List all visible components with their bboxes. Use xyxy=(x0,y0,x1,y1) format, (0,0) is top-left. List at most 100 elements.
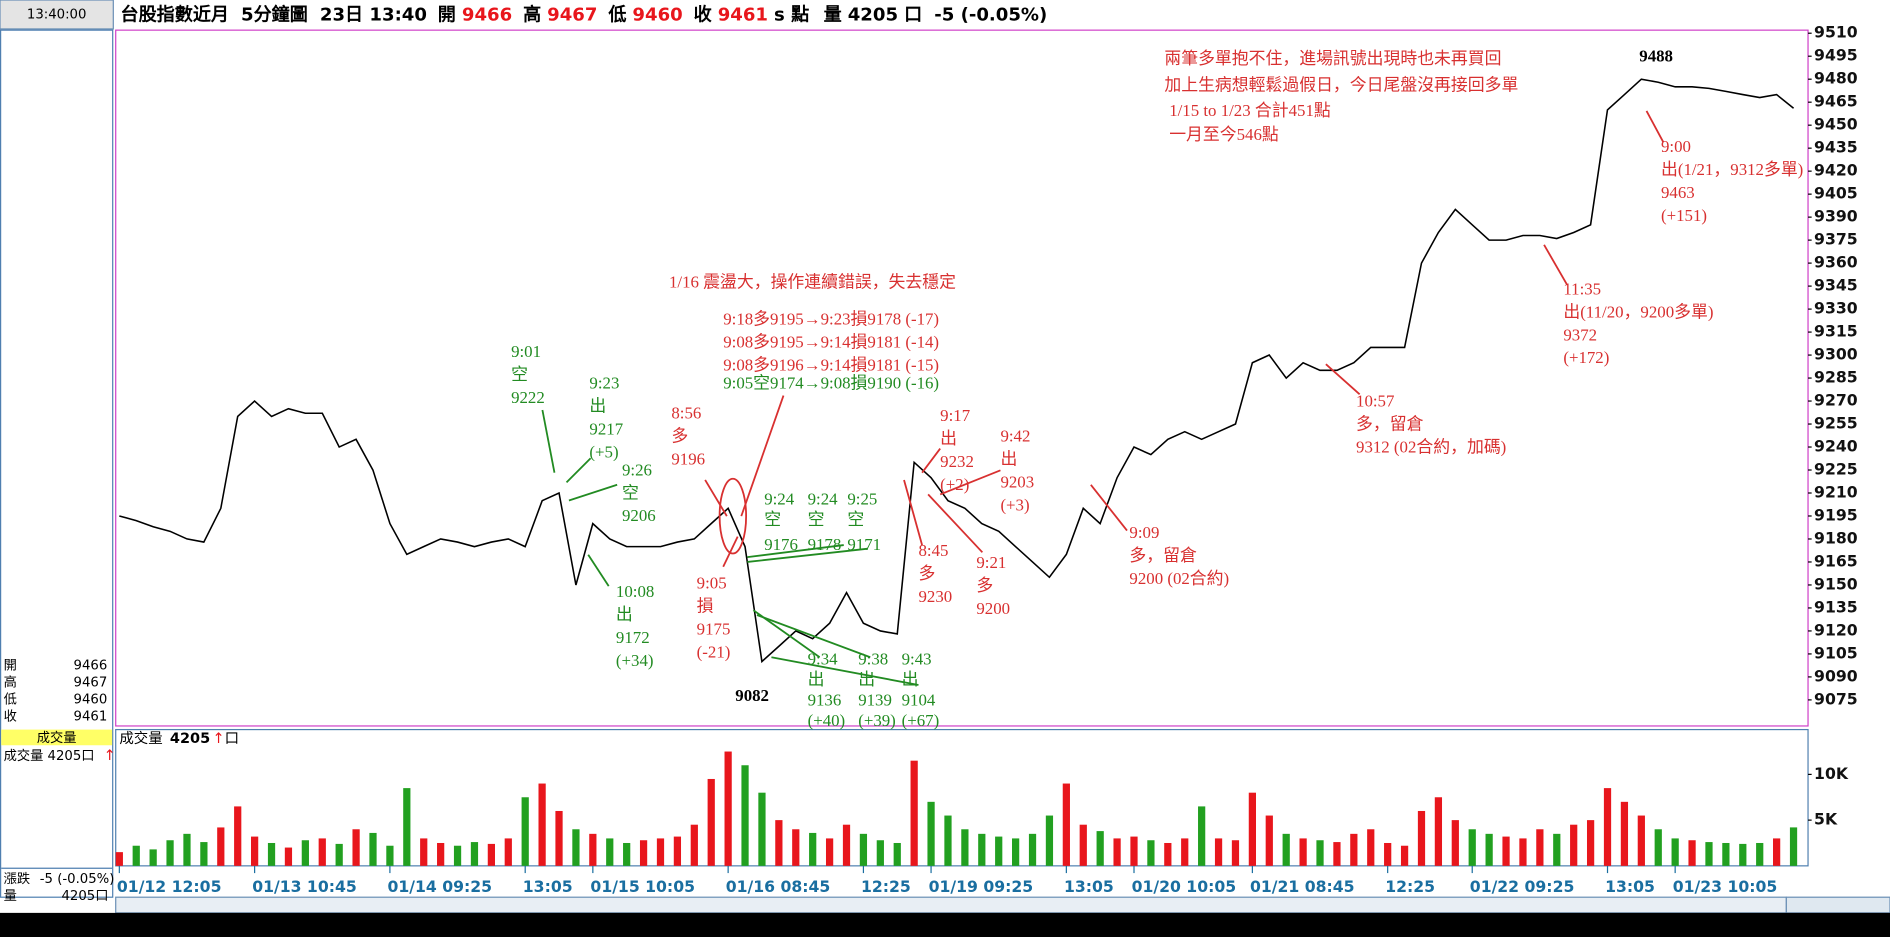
annotation: 9:17 xyxy=(940,406,970,425)
volume-bar xyxy=(1282,833,1290,866)
volume-bar xyxy=(1536,829,1544,866)
highlight-circle xyxy=(718,477,748,555)
volume-bar xyxy=(1654,829,1662,866)
annotation: 9:05空9174→9:08損9190 (-16) xyxy=(723,374,939,393)
annotation: 加上生病想輕鬆過假日，今日尾盤沒再接回多單 xyxy=(1164,75,1518,95)
volume-bar xyxy=(386,845,394,866)
volume-bar xyxy=(1231,840,1240,866)
annotation: (+3) xyxy=(1000,495,1029,514)
y-tick-label: 9405 xyxy=(1814,184,1858,203)
side-value: 9461 xyxy=(74,709,108,724)
volume-bar xyxy=(775,820,783,866)
y-tick-label: 9375 xyxy=(1814,230,1858,249)
volume-bar xyxy=(825,838,834,866)
volume-bar xyxy=(1198,806,1206,866)
leader-line xyxy=(722,536,739,568)
price-panel xyxy=(115,29,1809,727)
volume-bar xyxy=(1620,801,1629,866)
volume-bar xyxy=(115,852,123,866)
up-arrow: ↑ xyxy=(104,748,116,764)
volume-bar xyxy=(1789,827,1798,866)
volume-bar xyxy=(1400,845,1409,866)
volume-bar xyxy=(893,842,901,866)
x-tick-label: 01/16 08:45 xyxy=(726,877,831,896)
volume-bar xyxy=(1028,833,1037,866)
volume-bar xyxy=(1113,838,1121,866)
annotation: 多，留倉 xyxy=(1356,415,1424,434)
volume-bar xyxy=(1333,842,1341,866)
leader-line xyxy=(939,469,1001,496)
x-tick-label: 01/22 09:25 xyxy=(1470,877,1575,896)
annotation: (+40) xyxy=(808,711,846,730)
header-item: 9461 xyxy=(718,5,768,26)
volume-bar xyxy=(809,832,817,866)
volume-bar xyxy=(978,833,986,866)
clock: 13:40:00 xyxy=(27,7,87,22)
volume-bar xyxy=(1079,824,1087,866)
annotation: 8:45 xyxy=(918,541,948,560)
volume-bar xyxy=(1130,836,1138,866)
volume-bar xyxy=(504,838,512,866)
leader-line xyxy=(565,457,592,484)
annotation: 8:56 xyxy=(671,404,701,423)
leader-line xyxy=(1543,244,1568,286)
annotation: 9:24 xyxy=(764,489,795,508)
volume-bar xyxy=(876,840,884,866)
x-tick-label: 01/14 09:25 xyxy=(387,877,492,896)
volume-bar xyxy=(606,838,614,866)
volume-unit: 口 xyxy=(225,731,239,747)
price-line xyxy=(119,78,1795,664)
x-tick-label: 01/15 10:05 xyxy=(590,877,695,896)
annotation: 出(1/21，9312多單) xyxy=(1661,160,1803,179)
annotation: 空 xyxy=(808,510,825,529)
annotation: 9:25 xyxy=(847,489,877,508)
volume-bar xyxy=(301,840,309,866)
y-tick-label: 9435 xyxy=(1814,138,1858,157)
scrollbar[interactable] xyxy=(115,896,1787,914)
volume-bar xyxy=(200,842,208,866)
volume-bar xyxy=(352,829,360,866)
leader-line xyxy=(541,409,556,473)
x-tick-label: 13:05 xyxy=(1064,877,1114,896)
annotation: 出 xyxy=(808,670,825,689)
toolbar-icons[interactable] xyxy=(1785,896,1890,914)
leader-line xyxy=(568,483,618,502)
annotation: 9:09 xyxy=(1129,523,1159,542)
volume-bar xyxy=(453,845,462,866)
side-label: 收 xyxy=(4,708,17,724)
volume-bar xyxy=(1637,815,1645,866)
volume-bar xyxy=(1265,815,1273,866)
y-tick-label: 9075 xyxy=(1814,689,1858,708)
y-tick-label: 9450 xyxy=(1814,115,1858,134)
volume-bar xyxy=(572,829,580,866)
volume-bar xyxy=(1434,797,1443,866)
volume-label: 成交量 xyxy=(119,729,162,747)
y-tick-label: 9210 xyxy=(1814,483,1858,502)
annotation: 空 xyxy=(764,510,781,529)
volume-bar xyxy=(1045,815,1054,866)
header-item: 9460 xyxy=(632,5,682,26)
leader-line xyxy=(740,395,785,517)
volume-bar xyxy=(927,801,935,866)
y-tick-label: 9135 xyxy=(1814,597,1858,616)
y-tick-label: 9465 xyxy=(1814,92,1858,111)
volume-bar xyxy=(1773,838,1781,866)
header-item: 台股指數近月 xyxy=(121,4,229,26)
volume-bar xyxy=(538,783,546,866)
volume-bar xyxy=(1096,831,1104,866)
x-tick-label: 01/19 09:25 xyxy=(929,877,1034,896)
y-tick-label: 9285 xyxy=(1814,368,1858,387)
y-tick-label: 9360 xyxy=(1814,253,1858,272)
y-tick-label: 9390 xyxy=(1814,207,1858,226)
x-tick-label: 01/13 10:45 xyxy=(252,877,357,896)
annotation: 一月至今546點 xyxy=(1169,125,1279,144)
header-item: 口 xyxy=(904,5,922,26)
volume-bar xyxy=(251,836,259,866)
x-tick-label: 01/20 10:05 xyxy=(1132,877,1237,896)
volume-bar xyxy=(724,751,732,866)
annotation: (+151) xyxy=(1661,206,1707,225)
volume-bar xyxy=(1350,833,1358,866)
volume-bar xyxy=(758,792,766,866)
volume-bar xyxy=(1147,840,1155,866)
volume-bar xyxy=(267,842,276,866)
